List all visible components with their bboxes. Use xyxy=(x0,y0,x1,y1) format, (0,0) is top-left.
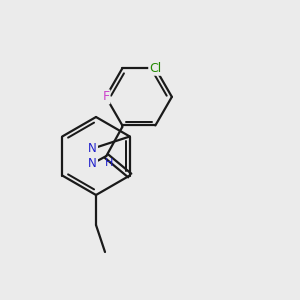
Text: Cl: Cl xyxy=(149,62,161,75)
Text: N: N xyxy=(88,142,97,155)
Text: F: F xyxy=(102,90,110,104)
Text: H: H xyxy=(105,158,114,168)
Text: N: N xyxy=(88,157,97,170)
